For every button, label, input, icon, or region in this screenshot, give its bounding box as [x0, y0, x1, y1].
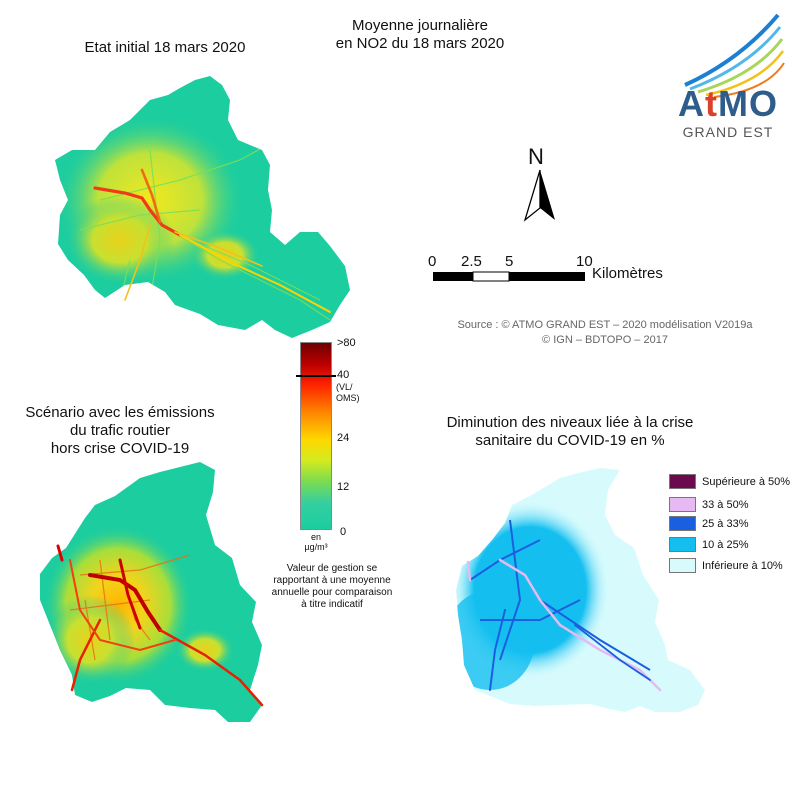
road-east2-diminution — [574, 624, 651, 681]
gestion-line2: rapportant à une moyenne — [273, 575, 391, 586]
legend-label-3: 10 à 25% — [702, 538, 749, 551]
road-east2-initial — [174, 231, 263, 267]
legend-item: 10 à 25% — [669, 537, 748, 552]
source-credits: Source : © ATMO GRAND EST – 2020 modélis… — [430, 318, 780, 348]
legend-swatch-3 — [669, 537, 696, 552]
road-main-scenario — [88, 573, 162, 632]
legend-item: 25 à 33% — [669, 516, 748, 531]
colorbar-tick-12: 12 — [337, 481, 350, 493]
unit-line2: µg/m³ — [304, 542, 328, 552]
scenario-title-line3: hors crise COVID-19 — [50, 440, 190, 457]
road-a34-initial — [140, 168, 162, 224]
logo-region: GRAND EST — [682, 124, 774, 140]
legend-swatch-2 — [669, 516, 696, 531]
scenario-title-line2: du trafic routier — [69, 422, 171, 439]
colorbar-tick-0: 0 — [340, 526, 347, 538]
diminution-title-line1: Diminution des niveaux liée à la crise — [446, 414, 694, 431]
main-title: Moyenne journalière en NO2 du 18 mars 20… — [300, 17, 540, 53]
road-east-initial — [179, 234, 331, 313]
colorbar-threshold-line — [296, 375, 336, 377]
main-title-line2: en NO2 du 18 mars 2020 — [335, 35, 505, 52]
road-ring-scenario — [69, 559, 176, 652]
unit-line1: en — [310, 532, 321, 542]
road-a4-scenario — [56, 544, 64, 562]
threshold-note-line2: OMS) — [336, 393, 360, 403]
road-cross-scenario — [118, 558, 142, 630]
gestion-line3: annuelle pour comparaison — [271, 587, 393, 598]
gestion-line1: Valeur de gestion se — [286, 563, 378, 574]
source-line2: © IGN – BDTOPO – 2017 — [542, 334, 668, 346]
scale-unit: Kilomètres — [592, 265, 663, 282]
atmo-logo-swoosh — [684, 13, 785, 98]
legend-label-1: 33 à 50% — [702, 498, 749, 511]
scale-tick-10: 10 — [576, 253, 593, 270]
map-initial — [55, 76, 350, 338]
colorbar-tick-40: 40 — [337, 369, 350, 381]
scale-bar — [433, 271, 585, 282]
map-diminution — [456, 468, 705, 712]
main-title-line1: Moyenne journalière — [352, 17, 488, 34]
legend-label-2: 25 à 33% — [702, 517, 749, 530]
map-initial-title: Etat initial 18 mars 2020 — [84, 39, 246, 56]
road-south-initial — [124, 224, 151, 301]
logo-mo: MO — [718, 83, 778, 124]
logo-t: t — [705, 83, 718, 124]
legend-swatch-4 — [669, 558, 696, 573]
colorbar-tick-80: >80 — [337, 337, 356, 349]
map-scenario — [40, 462, 264, 722]
scale-tick-2.5: 2.5 — [461, 253, 482, 270]
legend-label-4: Inférieure à 10% — [702, 559, 783, 572]
colorbar-unit: en µg/m³ — [298, 532, 334, 552]
road-west-diminution — [466, 560, 472, 582]
scenario-title-line1: Scénario avec les émissions — [25, 404, 215, 421]
legend-swatch-1 — [669, 497, 696, 512]
diminution-title-line2: sanitaire du COVID-19 en % — [475, 432, 665, 449]
scale-tick-5: 5 — [505, 253, 514, 270]
legend-item: Inférieure à 10% — [669, 558, 783, 573]
threshold-note-line1: (VL/ — [336, 382, 353, 392]
legend-item: 33 à 50% — [669, 497, 748, 512]
legend-item: Supérieure à 50% — [669, 474, 790, 489]
colorbar-tick-24: 24 — [337, 432, 350, 444]
gestion-note: Valeur de gestion se rapportant à une mo… — [258, 563, 406, 611]
road-south-diminution — [489, 609, 506, 691]
source-line1: Source : © ATMO GRAND EST – 2020 modélis… — [457, 319, 753, 331]
logo-a: A — [678, 83, 705, 124]
road-a4-initial — [93, 186, 182, 237]
gestion-line4: à titre indicatif — [301, 599, 363, 610]
legend-label-0: Supérieure à 50% — [702, 475, 791, 488]
map-diminution-title: Diminution des niveaux liée à la crise s… — [420, 414, 720, 450]
colorbar — [300, 342, 332, 530]
legend-swatch-0 — [669, 474, 696, 489]
atmo-logo-text: AtMO GRAND EST — [668, 85, 788, 141]
north-arrow-icon — [523, 169, 555, 222]
scale-tick-0: 0 — [428, 253, 437, 270]
road-main-diminution — [498, 558, 562, 627]
diminution-legend: Supérieure à 50% 33 à 50% 25 à 33% 10 à … — [669, 474, 799, 574]
north-label: N — [528, 144, 544, 169]
road-east-scenario — [158, 628, 264, 707]
colorbar-threshold-note: (VL/ OMS) — [336, 382, 360, 404]
map-scenario-title: Scénario avec les émissions du trafic ro… — [10, 404, 230, 458]
road-south-scenario — [70, 618, 102, 692]
